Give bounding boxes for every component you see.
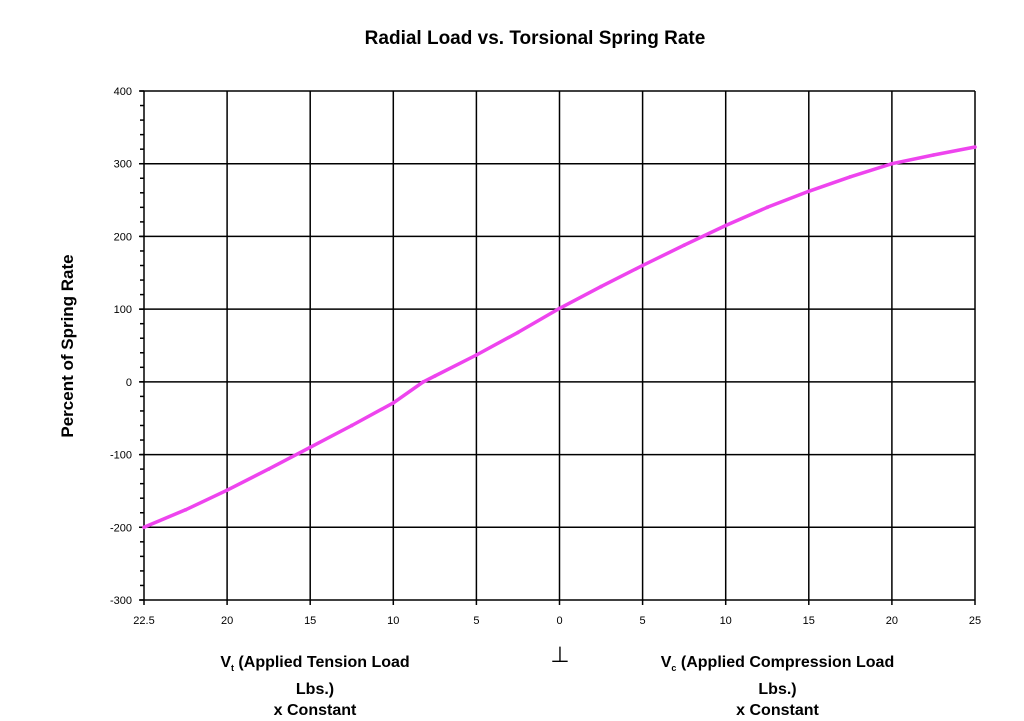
y-tick-label: 400 — [114, 86, 132, 98]
label-text: (Applied Tension Load Lbs.) — [233, 654, 410, 699]
data-point — [640, 263, 645, 268]
data-point — [807, 189, 811, 194]
data-point — [973, 145, 977, 149]
y-tick-label: -300 — [110, 595, 132, 607]
x-tick-label: 25 — [969, 615, 981, 627]
data-point — [391, 401, 396, 405]
y-tick-label: 0 — [126, 377, 132, 389]
data-point — [142, 525, 146, 530]
center-symbol: ⊥ — [550, 642, 570, 667]
x-tick-label: 22.5 — [133, 615, 154, 627]
x-axis-label-compression: Vc (Applied Compression Load Lbs.) x Con… — [640, 652, 915, 721]
x-tick-label: 5 — [473, 615, 479, 627]
y-tick-label: -200 — [110, 522, 132, 534]
subscript: t — [230, 663, 234, 674]
x-tick-label: 10 — [387, 615, 399, 627]
x-tick-label: 10 — [720, 615, 732, 627]
data-point — [308, 445, 313, 450]
y-tick-label: 300 — [114, 159, 132, 171]
data-point — [183, 508, 188, 512]
x-tick-label: 0 — [556, 615, 562, 627]
symbol: V — [660, 654, 672, 671]
subscript: c — [671, 663, 677, 674]
x-tick-label: 5 — [640, 615, 646, 627]
x-tick-label: 15 — [304, 615, 316, 627]
label-line2: x Constant — [736, 702, 819, 720]
data-point — [266, 467, 271, 471]
series-layer — [142, 145, 977, 530]
data-point — [765, 205, 770, 210]
x-tick-label: 20 — [221, 615, 233, 627]
data-point — [599, 284, 603, 289]
y-axis-label: Percent of Spring Rate — [58, 254, 77, 437]
data-point — [474, 353, 479, 357]
x-axis: 22.5 20 15 10 5 0 5 10 15 20 25 — [133, 615, 981, 627]
y-tick-label: 200 — [114, 231, 132, 243]
data-point — [890, 161, 894, 166]
data-point — [931, 153, 936, 157]
data-point — [723, 223, 728, 228]
label-line2: x Constant — [273, 702, 357, 720]
x-axis-label-tension: Vt (Applied Tension Load Lbs.) x Constan… — [200, 652, 430, 721]
symbol: V — [220, 654, 231, 671]
data-point — [349, 423, 354, 428]
x-tick-label: 15 — [803, 615, 815, 627]
data-point — [848, 175, 853, 179]
data-point — [682, 243, 686, 247]
series-line — [143, 145, 976, 529]
y-tick-label: 100 — [114, 304, 132, 316]
label-text: (Applied Compression Load Lbs.) — [676, 654, 895, 699]
data-point — [557, 306, 562, 311]
data-point — [421, 380, 426, 384]
y-tick-label: -100 — [110, 450, 132, 462]
data-point — [516, 330, 520, 335]
grid — [139, 90, 976, 605]
y-axis: -300 -200 -100 0 100 200 300 400 — [110, 86, 144, 607]
data-point — [433, 374, 437, 378]
data-point — [225, 488, 229, 493]
x-tick-label: 20 — [886, 615, 898, 627]
chart-title: Radial Load vs. Torsional Spring Rate — [365, 28, 706, 49]
